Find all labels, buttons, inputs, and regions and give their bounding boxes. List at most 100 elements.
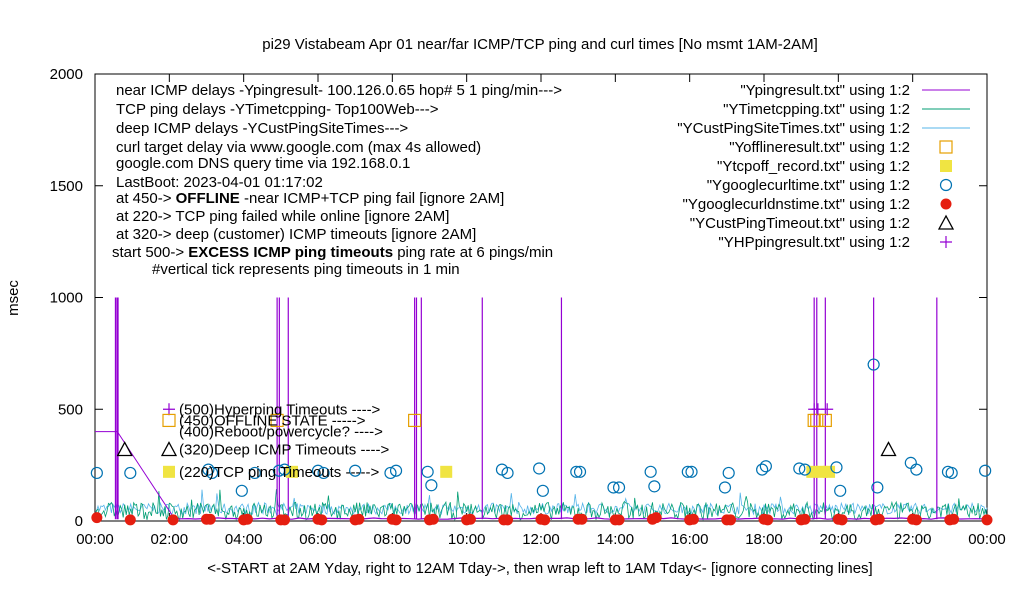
legend-label: "Ygooglecurltime.txt" using 1:2	[707, 177, 910, 194]
series-point-6	[613, 514, 625, 526]
series-point-4	[806, 465, 819, 478]
series-point-6	[948, 513, 960, 525]
x-tick-label: 08:00	[374, 531, 412, 548]
x-tick-label: 02:00	[151, 531, 189, 548]
series-point-8	[821, 403, 834, 416]
series-point-6	[873, 513, 885, 525]
series-point-5	[349, 464, 362, 477]
series-point-6	[502, 514, 514, 526]
legend-label: "Ygooglecurldnstime.txt" using 1:2	[683, 196, 910, 213]
series-point-5	[722, 466, 735, 480]
series-point-6	[576, 513, 588, 525]
x-axis-label: <-START at 2AM Yday, right to 12AM Tday-…	[207, 560, 872, 577]
note-line: LastBoot: 2023-04-01 01:17:02	[116, 174, 323, 191]
x-tick-label: 20:00	[820, 531, 858, 548]
chart-title: pi29 Vistabeam Apr 01 near/far ICMP/TCP …	[262, 36, 818, 53]
series-point-5	[945, 466, 958, 480]
note-offline: at 450-> OFFLINE -near ICMP+TCP ping fai…	[116, 190, 504, 207]
series-point-5	[278, 463, 291, 476]
series-point-5	[570, 465, 583, 478]
x-tick-label: 04:00	[225, 531, 263, 548]
series-point-6	[124, 514, 136, 526]
note-line: curl target delay via www.google.com (ma…	[116, 139, 481, 156]
legend-sample	[939, 178, 953, 192]
series-point-7	[116, 441, 133, 457]
series-point-6	[316, 514, 328, 526]
series-point-4	[823, 465, 836, 478]
series-point-6	[687, 513, 699, 525]
series-point-5	[248, 466, 261, 480]
legend-label: "Ypingresult.txt" using 1:2	[740, 82, 910, 99]
level-label: (450)OFFLINE STATE ----->	[179, 412, 366, 429]
series-point-5	[759, 460, 772, 473]
legend-sample	[940, 160, 952, 172]
series-point-5	[425, 479, 438, 492]
series-point-6	[762, 514, 774, 526]
legend-label: "Yofflineresult.txt" using 1:2	[729, 139, 910, 156]
series-point-3	[408, 413, 422, 428]
y-axis-label: msec	[5, 280, 22, 316]
series-point-5	[910, 463, 923, 476]
series-point-5	[421, 465, 434, 478]
series-point-5	[389, 464, 403, 477]
legend-label: "YCustPingTimeout.txt" using 1:2	[690, 215, 910, 232]
level-label: (500)Hyperping Timeouts ---->	[179, 401, 381, 418]
series-point-6	[650, 512, 662, 524]
series-point-5	[536, 484, 549, 497]
legend-sample	[937, 214, 955, 230]
note-line: TCP ping delays -YTimetcpping- Top100Web…	[116, 101, 439, 118]
series-point-5	[644, 465, 657, 478]
series-point-6	[204, 513, 216, 525]
series-point-6	[725, 514, 737, 526]
legend-label: "YCustPingSiteTimes.txt" using 1:2	[677, 120, 910, 137]
series-point-4	[285, 465, 298, 478]
series-point-6	[279, 514, 291, 526]
series-point-6	[464, 513, 476, 525]
series-point-5	[607, 481, 620, 494]
series-point-6	[539, 514, 551, 526]
x-tick-label: 18:00	[745, 531, 783, 548]
series-point-5	[384, 466, 397, 480]
series-point-6	[427, 513, 439, 525]
legend-sample	[940, 236, 952, 248]
series-point-6	[167, 514, 179, 526]
level-label: (220)TCP ping Timeouts ----->	[179, 464, 379, 481]
series-point-3	[270, 413, 284, 428]
series-point-5	[830, 461, 843, 474]
series-point-7	[880, 441, 897, 457]
series-point-5	[979, 464, 992, 477]
note-line: google.com DNS query time via 192.168.0.…	[116, 155, 410, 172]
series-point-5	[718, 481, 732, 494]
note-line: deep ICMP delays -YCustPingSiteTimes--->	[116, 120, 408, 137]
notes-block: near ICMP delays -Ypingresult- 100.126.0…	[112, 82, 562, 278]
series-point-5	[202, 463, 215, 476]
series-point-5	[681, 465, 694, 478]
series-point-5	[311, 464, 325, 477]
note-deep: at 320-> deep (customer) ICMP timeouts […	[116, 226, 476, 243]
series-point-5	[834, 484, 847, 497]
series-point-5	[685, 465, 698, 478]
legend: "Ypingresult.txt" using 1:2 "YTimetcppin…	[677, 82, 910, 251]
plot-area: 0 500 1000 1500 2000 00:00 02:00 04:00 06:00 08:0…	[50, 66, 1006, 548]
series-point-5	[612, 481, 626, 494]
x-tick-label: 00:00	[968, 531, 1006, 548]
y-tick-label: 500	[58, 401, 83, 418]
note-line: near ICMP delays -Ypingresult- 100.126.0…	[116, 82, 562, 99]
note-tcpfail: at 220-> TCP ping failed while online [i…	[116, 208, 449, 225]
x-tick-label: 06:00	[299, 531, 337, 548]
series-point-5	[124, 466, 137, 480]
legend-sample	[940, 198, 952, 210]
series-point-5	[317, 466, 330, 480]
series-point-5	[793, 462, 806, 475]
x-tick-label: 00:00	[76, 531, 114, 548]
series-point-6	[799, 513, 811, 525]
series-point-6	[91, 512, 103, 524]
series-point-5	[798, 463, 811, 476]
series-point-6	[836, 514, 848, 526]
series-point-5	[205, 466, 219, 480]
level-marker	[160, 441, 178, 457]
series-point-5	[756, 463, 769, 476]
level-label: (320)Deep ICMP Timeouts ---->	[179, 441, 389, 458]
x-tick-label: 14:00	[597, 531, 635, 548]
legend-sample	[939, 140, 953, 154]
